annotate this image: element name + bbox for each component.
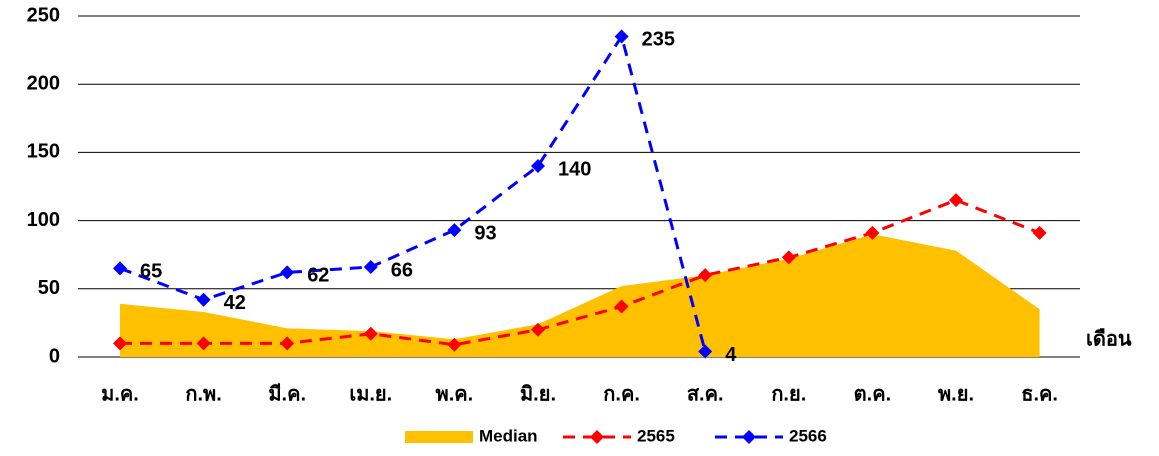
x-axis-label: เดือน [1086, 327, 1132, 350]
x-tick-label: พ.ย. [938, 383, 974, 405]
legend-label: 2566 [789, 426, 827, 445]
line [120, 198, 1041, 347]
legend-swatch [405, 431, 473, 443]
marker [196, 336, 211, 351]
marker [280, 265, 295, 280]
data-label: 93 [474, 222, 496, 244]
legend-marker [590, 430, 604, 444]
data-label: 140 [558, 158, 591, 180]
y-tick-label: 250 [27, 4, 60, 26]
marker [865, 225, 880, 240]
legend-label: 2565 [637, 426, 675, 445]
y-tick-label: 200 [27, 72, 60, 94]
legend-marker [742, 430, 756, 444]
data-label: 62 [307, 265, 329, 287]
marker [949, 193, 963, 208]
marker [698, 268, 713, 283]
x-tick-label: ส.ค. [687, 383, 724, 405]
x-tick-label: ต.ค. [854, 383, 891, 405]
data-label: 4 [725, 344, 737, 366]
area [120, 234, 1040, 357]
marker [698, 344, 713, 359]
x-tick-label: ก.ค. [603, 383, 640, 405]
y-tick-label: 150 [27, 141, 60, 163]
x-tick-label: ม.ค. [101, 383, 139, 405]
marker [280, 336, 295, 351]
legend-label: Median [479, 426, 538, 445]
line [119, 32, 707, 352]
x-tick-label: เม.ย. [349, 383, 392, 405]
x-tick-label: ธ.ค. [1021, 383, 1058, 405]
marker [531, 322, 545, 337]
marker [781, 250, 796, 265]
y-tick-label: 50 [38, 277, 60, 299]
marker [363, 326, 378, 341]
marker [531, 159, 545, 174]
marker [196, 292, 211, 307]
marker [447, 223, 462, 238]
marker [1032, 225, 1047, 240]
marker [363, 259, 378, 274]
data-label: 66 [391, 259, 413, 281]
marker [447, 337, 462, 352]
x-tick-label: มิ.ย. [520, 383, 556, 405]
data-label: 42 [224, 292, 246, 314]
data-label: 65 [140, 261, 162, 283]
marker [614, 299, 629, 314]
x-tick-label: มี.ค. [268, 382, 306, 405]
x-tick-label: พ.ค. [436, 383, 474, 405]
marker [614, 29, 629, 44]
marker [113, 261, 127, 276]
data-label: 235 [642, 29, 675, 51]
x-tick-label: ก.พ. [185, 383, 221, 405]
y-tick-label: 0 [49, 345, 60, 367]
y-tick-label: 100 [27, 209, 60, 231]
x-tick-label: ก.ย. [771, 383, 806, 405]
marker [113, 336, 127, 351]
